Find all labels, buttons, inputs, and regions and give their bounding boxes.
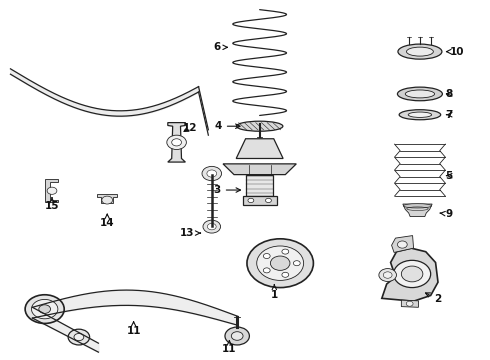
Circle shape [203,220,220,233]
Circle shape [247,239,314,288]
Text: 7: 7 [445,110,453,120]
Ellipse shape [405,90,435,98]
Bar [243,196,277,205]
Ellipse shape [398,44,442,59]
Text: 4: 4 [215,121,240,131]
Circle shape [39,305,50,314]
Circle shape [266,198,271,203]
Circle shape [282,272,289,277]
Circle shape [225,327,249,345]
Circle shape [207,170,217,177]
Circle shape [257,246,304,280]
Ellipse shape [399,110,441,120]
Text: 1: 1 [270,285,278,301]
Polygon shape [236,139,283,158]
Polygon shape [168,123,185,162]
Circle shape [202,166,221,181]
Polygon shape [223,164,296,175]
Polygon shape [382,248,438,301]
Text: 15: 15 [45,198,59,211]
Circle shape [406,301,413,306]
Circle shape [68,329,90,345]
Circle shape [379,269,396,282]
Circle shape [393,260,431,288]
Text: 8: 8 [445,89,453,99]
Ellipse shape [407,47,433,56]
Circle shape [231,332,243,340]
Text: 10: 10 [446,46,465,57]
Circle shape [383,272,392,278]
Polygon shape [45,179,58,202]
Text: 11: 11 [222,341,237,354]
Circle shape [263,253,270,258]
Ellipse shape [403,204,432,208]
Polygon shape [403,204,432,217]
Circle shape [248,198,254,203]
Polygon shape [401,300,418,307]
Ellipse shape [408,112,432,117]
Text: 9: 9 [440,209,453,219]
Text: 14: 14 [100,214,115,228]
Polygon shape [392,235,414,252]
Circle shape [207,224,216,230]
Circle shape [31,300,58,319]
Text: 5: 5 [445,171,453,181]
Text: 3: 3 [214,185,241,195]
Circle shape [270,256,290,270]
Polygon shape [98,194,117,203]
Circle shape [102,196,113,204]
Ellipse shape [397,87,442,101]
Circle shape [263,268,270,273]
Text: 12: 12 [183,123,197,133]
Circle shape [167,135,186,149]
Circle shape [172,139,181,146]
Text: 13: 13 [180,228,200,238]
Text: 6: 6 [214,42,227,52]
Circle shape [397,241,407,248]
Circle shape [47,187,57,194]
Circle shape [401,266,423,282]
Circle shape [74,333,84,341]
Circle shape [294,261,300,266]
Bar [246,175,273,196]
Ellipse shape [237,121,283,131]
Text: 11: 11 [126,322,141,336]
Circle shape [25,295,64,323]
Circle shape [282,249,289,254]
Text: 2: 2 [425,293,441,304]
